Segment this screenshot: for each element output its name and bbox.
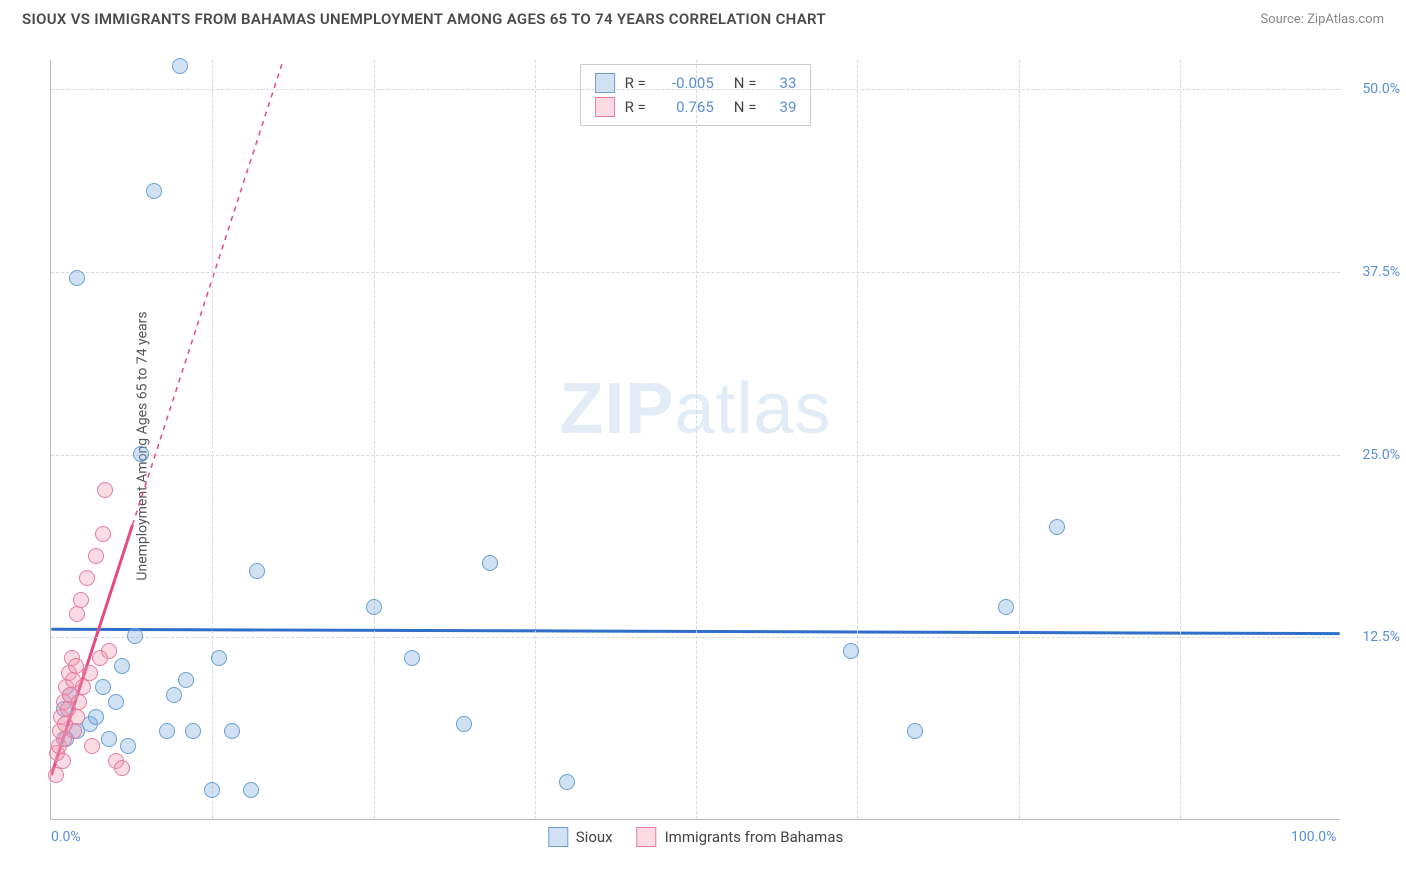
data-point bbox=[114, 658, 130, 674]
data-point bbox=[1049, 519, 1065, 535]
x-tick-label: 0.0% bbox=[51, 829, 81, 845]
gridline-v bbox=[857, 60, 858, 819]
data-point bbox=[159, 723, 175, 739]
data-point bbox=[95, 526, 111, 542]
data-point bbox=[71, 694, 87, 710]
legend-swatch bbox=[548, 827, 568, 847]
n-value: 39 bbox=[766, 98, 796, 116]
y-tick-label: 37.5% bbox=[1362, 264, 1400, 280]
data-point bbox=[120, 738, 136, 754]
data-point bbox=[114, 760, 130, 776]
legend-item: Sioux bbox=[548, 827, 613, 847]
gridline-v bbox=[696, 60, 697, 819]
data-point bbox=[172, 58, 188, 74]
data-point bbox=[224, 723, 240, 739]
data-point bbox=[101, 643, 117, 659]
gridline-v bbox=[535, 60, 536, 819]
data-point bbox=[133, 446, 149, 462]
series-legend: Sioux Immigrants from Bahamas bbox=[548, 827, 843, 847]
legend-label: Immigrants from Bahamas bbox=[665, 828, 844, 846]
data-point bbox=[69, 709, 85, 725]
chart-title: SIOUX VS IMMIGRANTS FROM BAHAMAS UNEMPLO… bbox=[22, 10, 826, 28]
y-tick-label: 25.0% bbox=[1362, 447, 1400, 463]
y-tick-label: 50.0% bbox=[1362, 81, 1400, 97]
data-point bbox=[366, 599, 382, 615]
data-point bbox=[146, 183, 162, 199]
data-point bbox=[204, 782, 220, 798]
chart-source: Source: ZipAtlas.com bbox=[1260, 12, 1384, 27]
data-point bbox=[79, 570, 95, 586]
data-point bbox=[907, 723, 923, 739]
gridline-v bbox=[1180, 60, 1181, 819]
data-point bbox=[178, 672, 194, 688]
data-point bbox=[404, 650, 420, 666]
x-tick-label: 100.0% bbox=[1291, 829, 1336, 845]
data-point bbox=[456, 716, 472, 732]
data-point bbox=[88, 709, 104, 725]
data-point bbox=[185, 723, 201, 739]
gridline-v bbox=[374, 60, 375, 819]
data-point bbox=[482, 555, 498, 571]
data-point bbox=[108, 694, 124, 710]
data-point bbox=[66, 723, 82, 739]
data-point bbox=[95, 679, 111, 695]
data-point bbox=[73, 592, 89, 608]
legend-item: Immigrants from Bahamas bbox=[637, 827, 844, 847]
data-point bbox=[249, 563, 265, 579]
gridline-v bbox=[1019, 60, 1020, 819]
data-point bbox=[211, 650, 227, 666]
gridline-v bbox=[212, 60, 213, 819]
data-point bbox=[75, 679, 91, 695]
r-label: R = bbox=[625, 98, 646, 116]
data-point bbox=[559, 774, 575, 790]
data-point bbox=[127, 628, 143, 644]
legend-swatch bbox=[637, 827, 657, 847]
data-point bbox=[48, 767, 64, 783]
y-tick-label: 12.5% bbox=[1362, 629, 1400, 645]
legend-label: Sioux bbox=[576, 828, 613, 846]
r-value: 0.765 bbox=[656, 98, 714, 116]
chart-plot-area: ZIPatlas R =-0.005N =33R =0.765N =39 12.… bbox=[50, 60, 1340, 820]
data-point bbox=[55, 753, 71, 769]
data-point bbox=[84, 738, 100, 754]
data-point bbox=[998, 599, 1014, 615]
data-point bbox=[82, 665, 98, 681]
data-point bbox=[88, 548, 104, 564]
data-point bbox=[101, 731, 117, 747]
data-point bbox=[243, 782, 259, 798]
data-point bbox=[69, 606, 85, 622]
data-point bbox=[843, 643, 859, 659]
data-point bbox=[69, 270, 85, 286]
data-point bbox=[97, 482, 113, 498]
data-point bbox=[166, 687, 182, 703]
legend-swatch bbox=[595, 97, 615, 117]
n-label: N = bbox=[734, 98, 757, 116]
